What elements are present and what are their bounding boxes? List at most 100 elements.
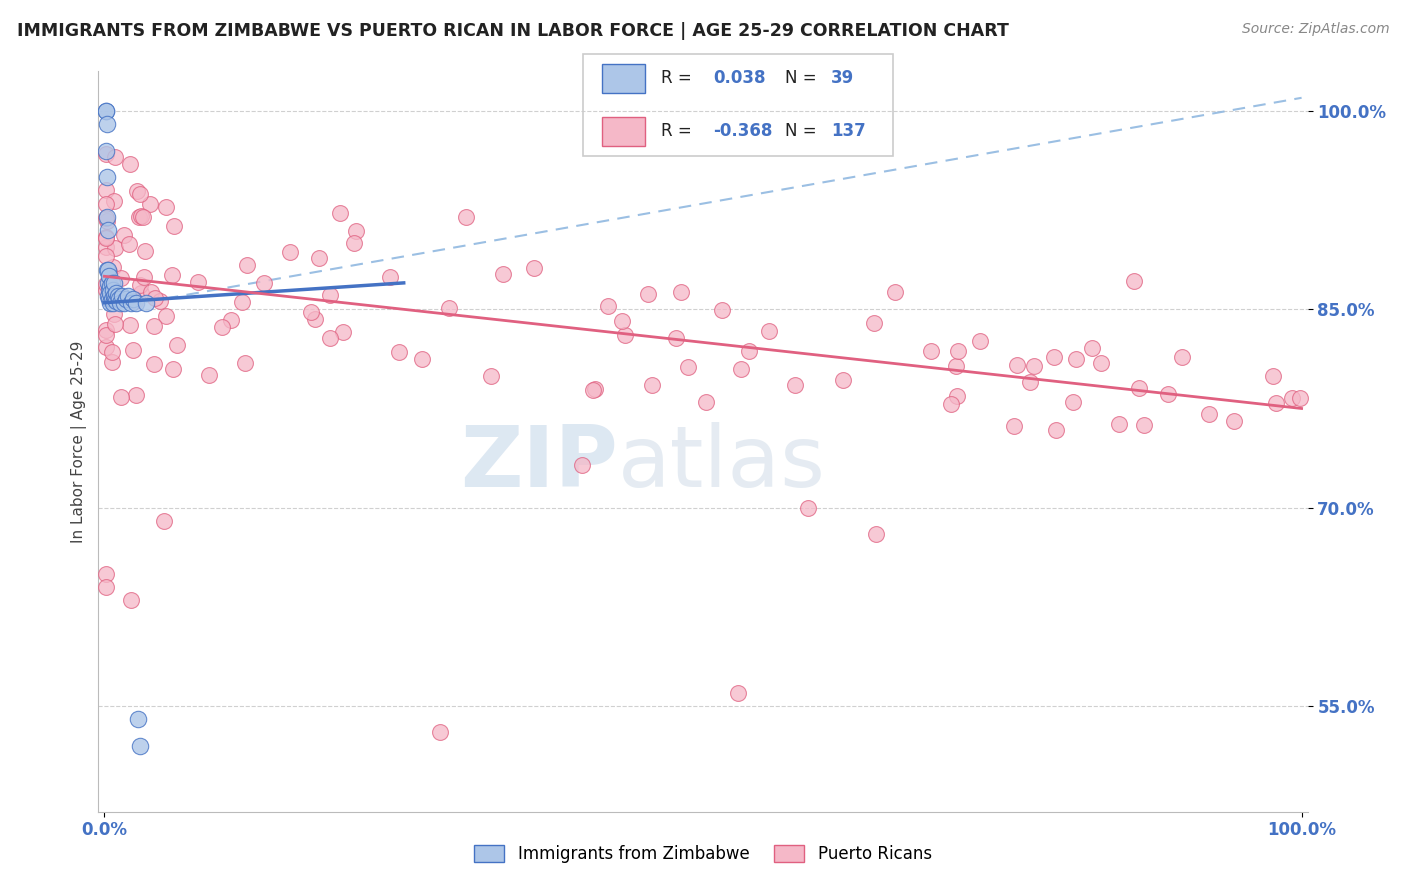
Point [308,251,330,265]
Point [94,240,117,254]
Point [671,285,693,299]
Point [219,312,242,326]
Point [94,144,117,158]
Point [110,270,132,285]
Point [104,317,127,331]
Point [1062,395,1084,409]
Point [94,277,117,291]
Point [211,319,233,334]
Point [1043,350,1066,364]
Point [166,338,188,352]
Point [107,289,129,303]
Point [614,327,637,342]
Point [94,327,117,342]
Point [411,351,433,366]
Point [163,219,186,233]
Point [94,566,117,581]
Point [112,295,135,310]
Point [96,213,118,227]
Point [727,686,749,700]
Point [665,331,688,345]
Point [101,260,124,274]
Point [162,268,184,283]
Point [127,184,149,198]
Point [129,739,152,753]
Point [1002,419,1025,434]
Point [187,276,209,290]
Point [108,295,131,310]
Point [920,344,942,359]
Point [94,580,117,594]
Point [103,276,125,290]
Point [98,269,121,284]
Point [96,147,118,161]
Text: R =: R = [661,122,692,140]
Point [329,206,352,220]
Text: 39: 39 [831,70,855,87]
Point [134,244,156,259]
Point [437,301,460,315]
Point [832,373,855,387]
Point [162,362,184,376]
Point [865,527,887,541]
Point [582,384,605,398]
Point [134,270,156,285]
Point [103,194,125,208]
Point [637,287,659,301]
Point [101,295,124,310]
Point [100,278,122,293]
Point [939,397,962,411]
Point [304,311,326,326]
Point [111,289,134,303]
Point [143,357,166,371]
Point [94,250,117,264]
Point [105,286,128,301]
Point [319,288,342,302]
Point [429,725,451,739]
Point [1090,356,1112,370]
Point [115,292,138,306]
Point [479,369,502,384]
Point [1081,341,1104,355]
Point [97,223,120,237]
Point [571,458,593,473]
Point [252,277,274,291]
Point [149,294,172,309]
Point [610,314,633,328]
Point [884,285,907,299]
Point [100,286,122,301]
Point [143,291,166,305]
Point [117,289,139,303]
Point [100,292,122,306]
Point [124,293,146,308]
Point [96,262,118,277]
Point [129,285,152,300]
Point [738,343,761,358]
Point [153,514,176,528]
Point [142,319,165,334]
Point [730,361,752,376]
Point [127,712,149,726]
Point [104,292,127,306]
Point [129,209,152,223]
Point [1157,387,1180,401]
Point [1132,417,1154,432]
Point [492,267,515,281]
Point [641,377,664,392]
Point [129,187,152,202]
Point [124,295,146,310]
Point [711,303,734,318]
Point [101,283,124,297]
Point [155,200,177,214]
Point [378,270,401,285]
Point [1289,391,1312,405]
Point [135,295,157,310]
Point [678,359,700,374]
Y-axis label: In Labor Force | Age 25-29: In Labor Force | Age 25-29 [72,341,87,542]
Point [98,293,121,307]
Point [94,103,117,118]
Point [1128,381,1150,395]
Point [96,210,118,224]
Point [1108,417,1130,432]
Point [319,331,342,345]
